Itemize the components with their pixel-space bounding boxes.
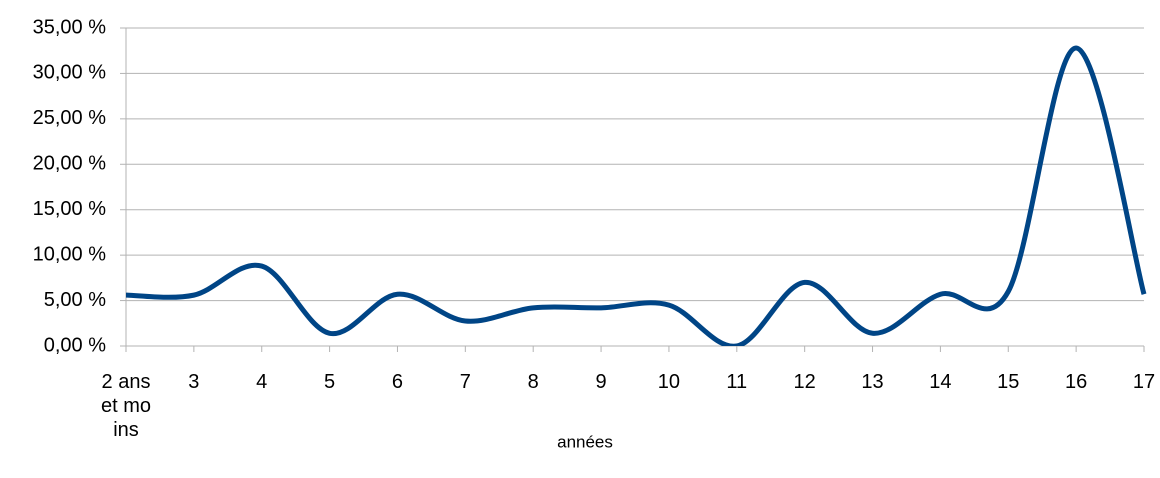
y-tick-label: 0,00 % <box>44 334 106 356</box>
x-tick-label: 15 <box>997 371 1020 393</box>
y-tick-label: 35,00 % <box>33 16 107 38</box>
x-tick-label: 16 <box>1065 371 1088 393</box>
y-tick-label: 5,00 % <box>44 289 106 311</box>
x-tick-label: 2 ans et moins <box>100 371 152 441</box>
y-tick-label: 25,00 % <box>33 107 107 129</box>
x-tick-label: 10 <box>657 371 681 393</box>
x-axis-label: années <box>557 432 613 451</box>
line <box>125 45 1147 346</box>
x-tick-label: 5 <box>324 371 336 393</box>
x-tick-label: 12 <box>793 371 816 393</box>
x-tick-label: 4 <box>256 371 268 393</box>
y-tick-label: 20,00 % <box>33 153 107 175</box>
x-tick-label: 11 <box>726 371 748 393</box>
x-tick-label: 13 <box>861 371 884 393</box>
x-tick-label: 14 <box>929 371 952 393</box>
x-tick-label: 7 <box>459 371 471 393</box>
x-tick-label: 6 <box>391 371 404 393</box>
x-tick-label: 9 <box>595 371 607 393</box>
x-tick-label: 8 <box>527 371 539 393</box>
y-tick-label: 30,00 % <box>33 62 107 84</box>
x-tick-label: 3 <box>188 371 200 393</box>
y-tick-label: 10,00 % <box>33 243 107 265</box>
x-tick-label: 17 <box>1132 371 1156 393</box>
y-tick-label: 15,00 % <box>33 198 107 220</box>
